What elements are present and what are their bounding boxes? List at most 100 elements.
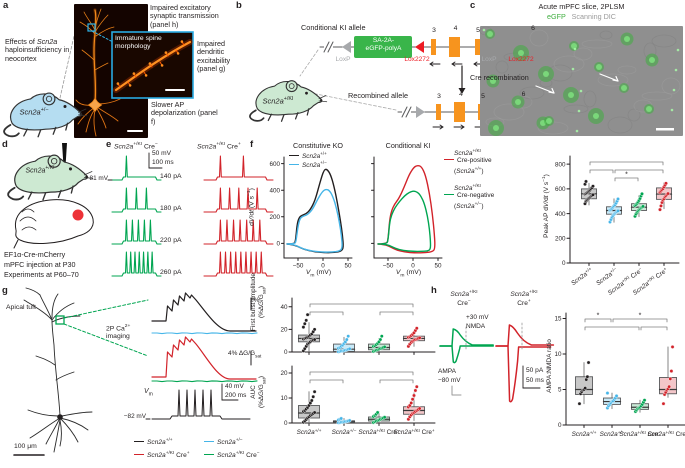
- circle-shape: [579, 89, 583, 93]
- rect-shape: [656, 128, 674, 131]
- panel-c-subtitle: eGFP Scanning DIC: [480, 12, 683, 21]
- text-shape: 20: [280, 327, 288, 334]
- circle-shape: [487, 31, 493, 37]
- legend-ki-neg-dash: [444, 193, 454, 195]
- resting-potential-82: −82 mV: [123, 413, 146, 420]
- data-point: [640, 191, 644, 196]
- circle-shape: [72, 209, 84, 221]
- path-shape: [589, 161, 664, 166]
- circle-shape: [664, 181, 668, 186]
- exon-6-top: 6: [531, 25, 535, 32]
- vm-xlabel-ko: Vm (mV): [305, 269, 332, 279]
- circle-shape: [375, 410, 380, 415]
- circle-shape: [57, 414, 63, 420]
- rect-shape: [324, 41, 333, 53]
- text-shape: 0: [276, 241, 280, 248]
- rect-shape: [475, 39, 480, 55]
- data-point: [591, 192, 595, 197]
- g-legend-wt-dash: [134, 440, 144, 442]
- ampa-nmda-ylabel: AMPA:NMDA ratio: [546, 339, 553, 393]
- data-point: [668, 376, 673, 381]
- g-legend-crepos-text: Scn2a+/KI Cre+: [147, 451, 190, 460]
- text-shape: 10: [280, 395, 288, 402]
- conditional-allele-title: Conditional KI allele: [301, 23, 366, 32]
- panel-c-title: Acute mPFC slice, 2PLSM: [538, 2, 625, 11]
- circle-shape: [311, 394, 316, 399]
- legend-ki-neg-1: Scn2a+/KI: [454, 183, 481, 193]
- panel-d-line1: EF1α-Cre-mCherry: [4, 250, 66, 259]
- circle-shape: [344, 337, 349, 342]
- text-shape: 5: [558, 387, 562, 394]
- line-shape: [299, 49, 319, 77]
- current-220pa: 220 pA: [160, 237, 182, 244]
- circle-shape: [571, 43, 577, 49]
- data-point: [409, 401, 414, 405]
- tissue-texture: [627, 108, 641, 122]
- circle-shape: [414, 326, 419, 331]
- exon-3-top: 3: [432, 27, 436, 34]
- data-point: [577, 401, 582, 406]
- panel-b-mouse-label: Scn2a+/KI: [262, 96, 294, 106]
- data-point: [347, 346, 352, 351]
- path-shape: [23, 122, 69, 138]
- text-shape: 0: [284, 349, 288, 356]
- text-shape: 0: [284, 420, 288, 427]
- h-trace-label-creneg: Scn2a+/KI Cre−: [450, 290, 478, 308]
- tissue-texture: [583, 90, 597, 108]
- circle-shape: [68, 167, 73, 171]
- legend-het-dash: [289, 163, 299, 165]
- legend-ki-pos-2: Cre-positive: [444, 157, 492, 165]
- panel-d-art: [7, 143, 94, 201]
- path-shape: [75, 98, 121, 137]
- circle-shape: [285, 80, 298, 93]
- path-shape: [286, 188, 343, 253]
- panel-d-line2: mPFC injection at P30: [4, 260, 76, 269]
- circle-shape: [668, 376, 673, 381]
- g-legend-creneg: Scn2a+/KI Cre−: [204, 451, 260, 460]
- circle-shape: [382, 415, 387, 420]
- data-point: [417, 406, 422, 411]
- data-point: [382, 345, 387, 349]
- data-point: [666, 191, 670, 196]
- legend-ki-neg-text: Cre-negative: [457, 192, 495, 199]
- tissue-texture: [493, 103, 525, 121]
- circle-shape: [586, 360, 591, 365]
- path-shape: [111, 155, 162, 181]
- g-legend-creneg-text: Scn2a+/KI Cre−: [217, 451, 260, 460]
- path-shape: [203, 219, 274, 245]
- legend-ki-neg-3: (Scn2a+/−): [454, 201, 484, 211]
- box-group-2: [367, 334, 391, 354]
- rect-shape: [454, 102, 465, 122]
- exon-6-bottom: 6: [521, 91, 526, 98]
- circle-shape: [577, 109, 581, 113]
- circle-shape: [128, 84, 132, 87]
- path-shape: [429, 61, 434, 67]
- path-shape: [55, 371, 75, 381]
- path-shape: [458, 88, 466, 94]
- box-group-1: [605, 197, 623, 224]
- data-point: [583, 386, 588, 390]
- auc-ylabel: AUC (%ΔG/Gsat): [250, 375, 267, 409]
- path-shape: [309, 311, 344, 316]
- circle-shape: [312, 337, 317, 342]
- line-shape: [91, 30, 114, 43]
- circle-shape: [584, 179, 588, 184]
- lox2272-label-2: Lox2272: [508, 56, 534, 63]
- path-shape: [14, 199, 94, 244]
- circle-shape: [305, 91, 308, 95]
- text-shape: 0: [411, 263, 415, 270]
- mouse-injection: [7, 154, 94, 201]
- g-legend-wt-text: Scn2a+/+: [147, 438, 173, 447]
- path-shape: [53, 419, 61, 453]
- path-shape: [79, 8, 115, 37]
- circle-shape: [412, 393, 416, 398]
- circle-shape: [309, 398, 314, 403]
- circle-shape: [575, 129, 579, 133]
- panel-a-annotation-ap: Slower AP depolarization (panel f): [151, 100, 218, 126]
- circle-shape: [164, 51, 168, 54]
- circle-shape: [621, 85, 627, 91]
- data-point: [301, 325, 306, 330]
- tissue-texture: [563, 104, 589, 114]
- data-point: [305, 312, 310, 317]
- text-shape: 600: [269, 161, 280, 168]
